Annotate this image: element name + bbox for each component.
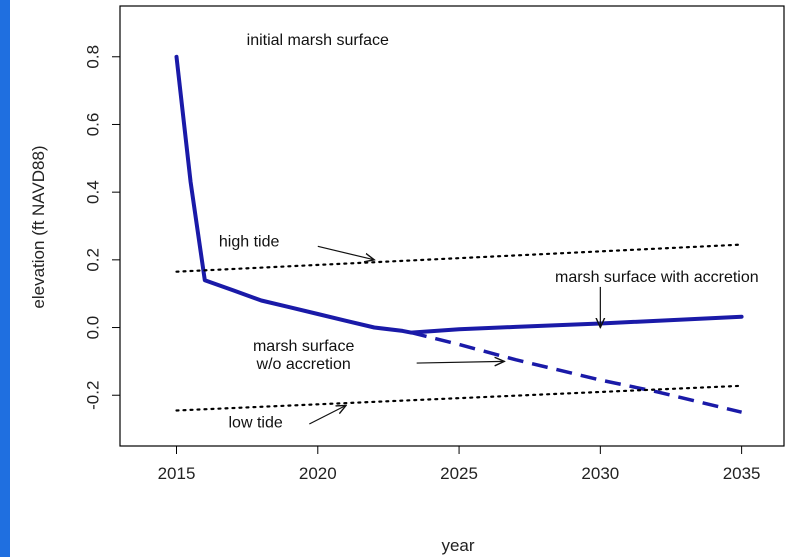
x-tick-label: 2025 [440,464,478,483]
y-axis-title: elevation (ft NAVD88) [29,145,48,308]
x-axis-title: year [441,536,474,555]
x-tick-label: 2030 [581,464,619,483]
x-axis: 2015 2020 2025 2030 2035 [158,445,761,483]
annotation-arrow [309,405,346,425]
low-tide-line [175,384,743,412]
x-tick-label: 2020 [299,464,337,483]
annotation-label: marsh surface [253,338,354,355]
annotation-label: w/o accretion [256,356,351,373]
annotation-label: marsh surface with accretion [555,269,759,286]
annotation-label: initial marsh surface [247,32,389,49]
annotation-layer: initial marsh surface high tide marsh surf… [219,32,759,431]
annotation-label: high tide [219,233,280,250]
annotation-arrow [416,361,505,363]
y-tick-label: 0.8 [84,45,103,69]
series-layer [174,54,744,414]
plot-area-box [119,5,785,447]
annotation-label: low tide [229,414,283,431]
y-axis: -0.2 0.0 0.2 0.4 0.6 0.8 [84,45,121,410]
y-tick-label: 0.4 [84,180,103,204]
high-tide-line [175,243,743,273]
annotation-arrow [317,245,375,260]
y-tick-label: 0.0 [84,316,103,340]
y-tick-label: -0.2 [84,381,103,410]
marsh-surface-without-accretion-line [410,330,743,414]
y-tick-label: 0.6 [84,113,103,137]
x-tick-label: 2035 [723,464,761,483]
x-tick-label: 2015 [158,464,196,483]
left-border-stripe [0,0,10,557]
y-tick-label: 0.2 [84,248,103,272]
marsh-surface-with-accretion-line [174,54,744,335]
